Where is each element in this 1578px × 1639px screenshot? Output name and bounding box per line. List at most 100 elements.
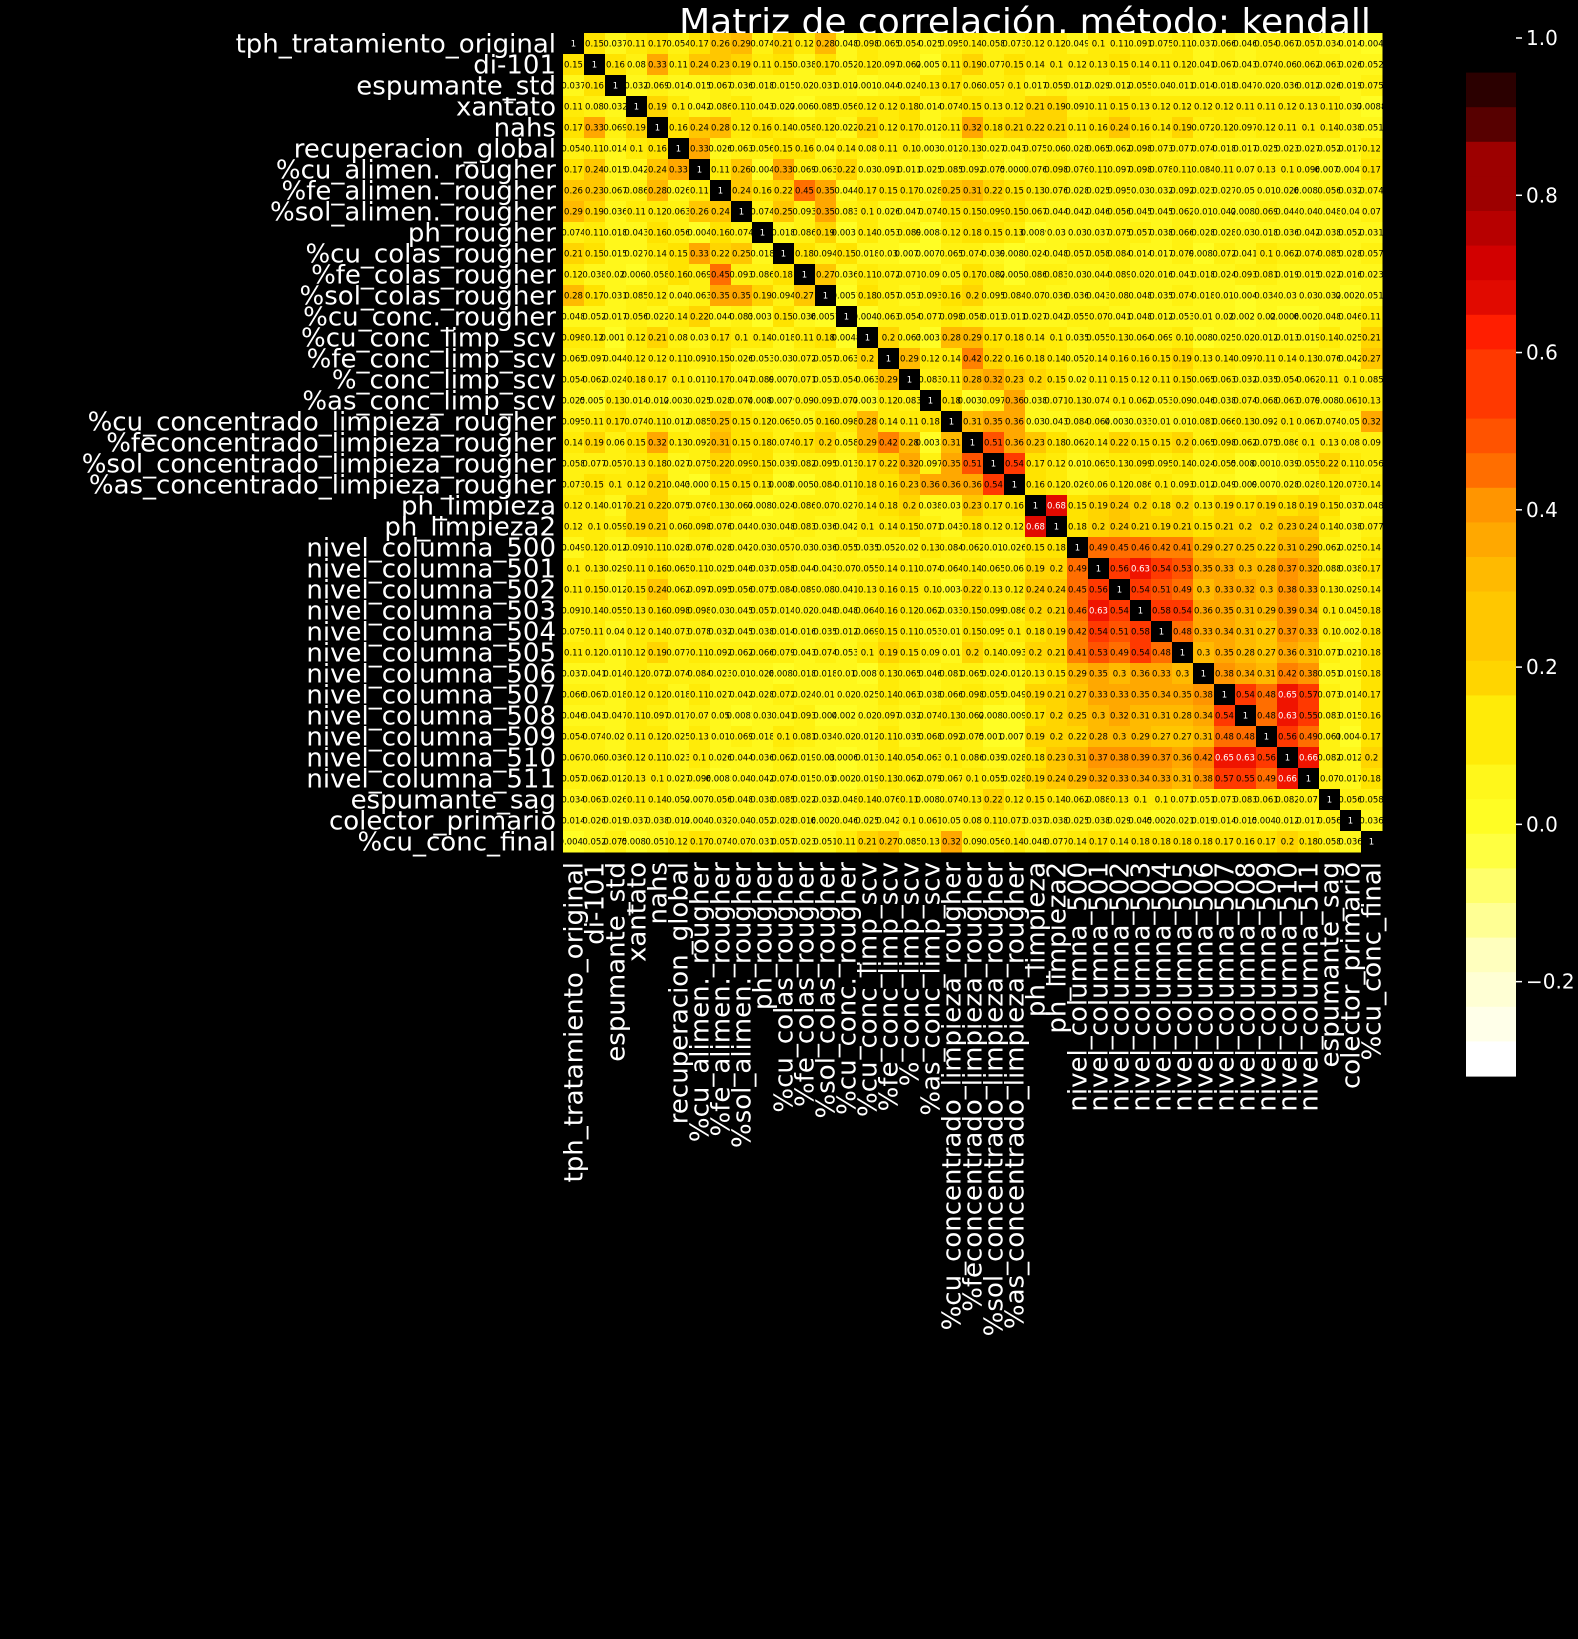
heatmap-cell (668, 33, 690, 55)
heatmap-cell (1298, 537, 1320, 559)
cell-value-label: 0.65 (1278, 691, 1297, 701)
cell-value-label: 0.24 (1299, 523, 1318, 533)
cell-value-label: 0.17 (1362, 733, 1381, 743)
heatmap-cell (794, 432, 816, 454)
cell-value-label: 0.025 (855, 691, 879, 701)
cell-value-label: 1 (1264, 733, 1269, 743)
heatmap-cell (1004, 75, 1026, 97)
cell-value-label: 0.067 (1275, 40, 1299, 50)
heatmap-cell (794, 390, 816, 412)
heatmap-cell (689, 75, 711, 97)
cell-value-label: 0.15 (963, 103, 982, 113)
cell-value-label: 0.039 (771, 460, 795, 470)
heatmap-cell (1130, 264, 1152, 286)
cell-value-label: 0.055 (1212, 460, 1236, 470)
heatmap-cell (899, 180, 921, 202)
cell-value-label: 0.064 (1128, 334, 1152, 344)
heatmap-cell (1004, 138, 1026, 160)
heatmap-cell (920, 54, 942, 76)
heatmap-cell (1067, 54, 1089, 76)
cell-value-label: 0.49 (1299, 733, 1318, 743)
cell-value-label: 0.0011 (601, 334, 631, 344)
cell-value-label: 0.34 (1236, 670, 1255, 680)
cell-value-label: 0.39 (1278, 607, 1297, 617)
cell-value-label: 0.018 (603, 229, 627, 239)
heatmap-cell (647, 390, 669, 412)
heatmap-cell (878, 306, 900, 328)
heatmap-cell (1361, 201, 1383, 223)
cell-value-label: 0.14 (1089, 439, 1108, 449)
cell-value-label: 0.19 (963, 61, 982, 71)
cell-value-label: 0.11 (900, 628, 919, 638)
cell-value-label: 0.064 (1086, 418, 1110, 428)
heatmap-cell (836, 159, 858, 181)
cell-value-label: 0.13 (627, 460, 646, 470)
heatmap-cell (1109, 264, 1131, 286)
heatmap-cell (1130, 180, 1152, 202)
heatmap-cell (773, 306, 795, 328)
cell-value-label: 0.49 (1173, 586, 1192, 596)
cell-value-label: 0.0037 (916, 145, 946, 155)
cell-value-label: 0.13 (690, 733, 709, 743)
cell-value-label: 0.012 (666, 418, 690, 428)
cell-value-label: 0.06 (1047, 145, 1066, 155)
cell-value-label: 0.09 (921, 271, 940, 281)
heatmap-cell (647, 432, 669, 454)
heatmap-cell (899, 54, 921, 76)
heatmap-cell (983, 138, 1005, 160)
cell-value-label: 0.15 (1152, 355, 1171, 365)
cell-value-label: 0.025 (1338, 544, 1362, 554)
heatmap-cell (1172, 96, 1194, 118)
heatmap-cell (1151, 75, 1173, 97)
cell-value-label: 0.011 (603, 649, 627, 659)
heatmap-cell (668, 369, 690, 391)
cell-value-label: 0.042 (834, 523, 858, 533)
colorbar-segment (1466, 384, 1516, 420)
heatmap-cell (1340, 432, 1362, 454)
heatmap-cell (584, 201, 606, 223)
cell-value-label: 0.08 (1110, 292, 1129, 302)
cell-value-label: 0.091 (624, 544, 648, 554)
heatmap-cell (563, 495, 585, 517)
cell-value-label: 0.052 (1065, 355, 1089, 365)
cell-value-label: 0.48 (1173, 628, 1192, 638)
cell-value-label: 0.11 (669, 61, 688, 71)
cell-value-label: 0.062 (1170, 208, 1194, 218)
cell-value-label: 0.097 (582, 355, 606, 365)
cell-value-label: 0.042 (876, 817, 900, 827)
heatmap-cell (983, 537, 1005, 559)
heatmap-cell (1088, 348, 1110, 370)
cell-value-label: 0.062 (1233, 439, 1257, 449)
heatmap-cell (584, 243, 606, 265)
cell-value-label: 0.043 (939, 523, 963, 533)
heatmap-cell (1277, 327, 1299, 349)
cell-value-label: 0.015 (603, 166, 627, 176)
heatmap-cell (1004, 285, 1026, 307)
heatmap-cell (584, 159, 606, 181)
heatmap-cell (710, 327, 732, 349)
heatmap-cell (773, 453, 795, 475)
cell-value-label: 0.058 (1359, 796, 1383, 806)
colorbar-tick-label: 0.8 (1526, 183, 1558, 207)
heatmap-cell (1319, 222, 1341, 244)
heatmap-cell (1319, 453, 1341, 475)
heatmap-cell (1130, 327, 1152, 349)
cell-value-label: 0.2 (882, 334, 896, 344)
cell-value-label: 0.012 (939, 145, 963, 155)
cell-value-label: 0.29 (1194, 544, 1213, 554)
heatmap-cell (1151, 201, 1173, 223)
cell-value-label: 0.35 (816, 208, 835, 218)
cell-value-label: 1 (1327, 796, 1332, 806)
heatmap-cell (1319, 495, 1341, 517)
cell-value-label: 0.27 (1152, 733, 1171, 743)
cell-value-label: 0.31 (1257, 670, 1276, 680)
heatmap-cell (1109, 432, 1131, 454)
heatmap-cell (983, 516, 1005, 538)
heatmap-cell (1088, 390, 1110, 412)
heatmap-cell (668, 327, 690, 349)
heatmap-cell (1319, 327, 1341, 349)
cell-value-label: 0.18 (1173, 838, 1192, 848)
cell-value-label: 0.31 (963, 187, 982, 197)
heatmap-cell (752, 75, 774, 97)
heatmap-cell (857, 243, 879, 265)
